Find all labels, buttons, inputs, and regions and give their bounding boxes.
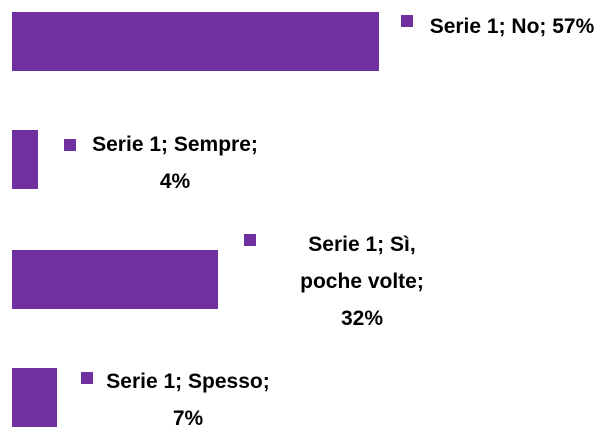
bar [12,250,219,309]
data-label: Serie 1; No; 57% [429,15,595,38]
bar [12,12,380,71]
label-marker [81,372,93,384]
data-label: Serie 1; Sempre; 4% [92,133,258,193]
label-marker [64,139,76,151]
label-marker [244,234,256,246]
data-label: Serie 1; Spesso; 7% [106,370,270,430]
bar [12,368,58,427]
label-marker [401,15,413,27]
bar [12,130,38,189]
data-label: Serie 1; Sì, poche volte; 32% [300,233,424,330]
